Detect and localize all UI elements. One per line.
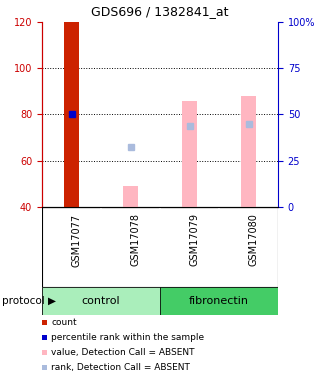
- Bar: [160, 287, 278, 315]
- Text: GSM17079: GSM17079: [189, 213, 199, 266]
- Bar: [42, 365, 47, 370]
- Text: fibronectin: fibronectin: [189, 296, 249, 306]
- Text: GSM17077: GSM17077: [71, 213, 82, 267]
- Text: count: count: [51, 318, 76, 327]
- Text: GDS696 / 1382841_at: GDS696 / 1382841_at: [91, 5, 229, 18]
- Text: value, Detection Call = ABSENT: value, Detection Call = ABSENT: [51, 348, 195, 357]
- Bar: [42, 287, 160, 315]
- Bar: [42, 320, 47, 325]
- Bar: [182, 100, 197, 207]
- Bar: [64, 22, 79, 207]
- Text: GSM17080: GSM17080: [249, 213, 259, 266]
- Text: GSM17078: GSM17078: [131, 213, 140, 266]
- Text: percentile rank within the sample: percentile rank within the sample: [51, 333, 204, 342]
- Bar: [42, 335, 47, 340]
- Bar: [42, 350, 47, 355]
- Bar: [123, 186, 138, 207]
- Text: control: control: [82, 296, 120, 306]
- Text: rank, Detection Call = ABSENT: rank, Detection Call = ABSENT: [51, 363, 190, 372]
- Bar: [241, 96, 256, 207]
- Text: protocol ▶: protocol ▶: [2, 296, 56, 306]
